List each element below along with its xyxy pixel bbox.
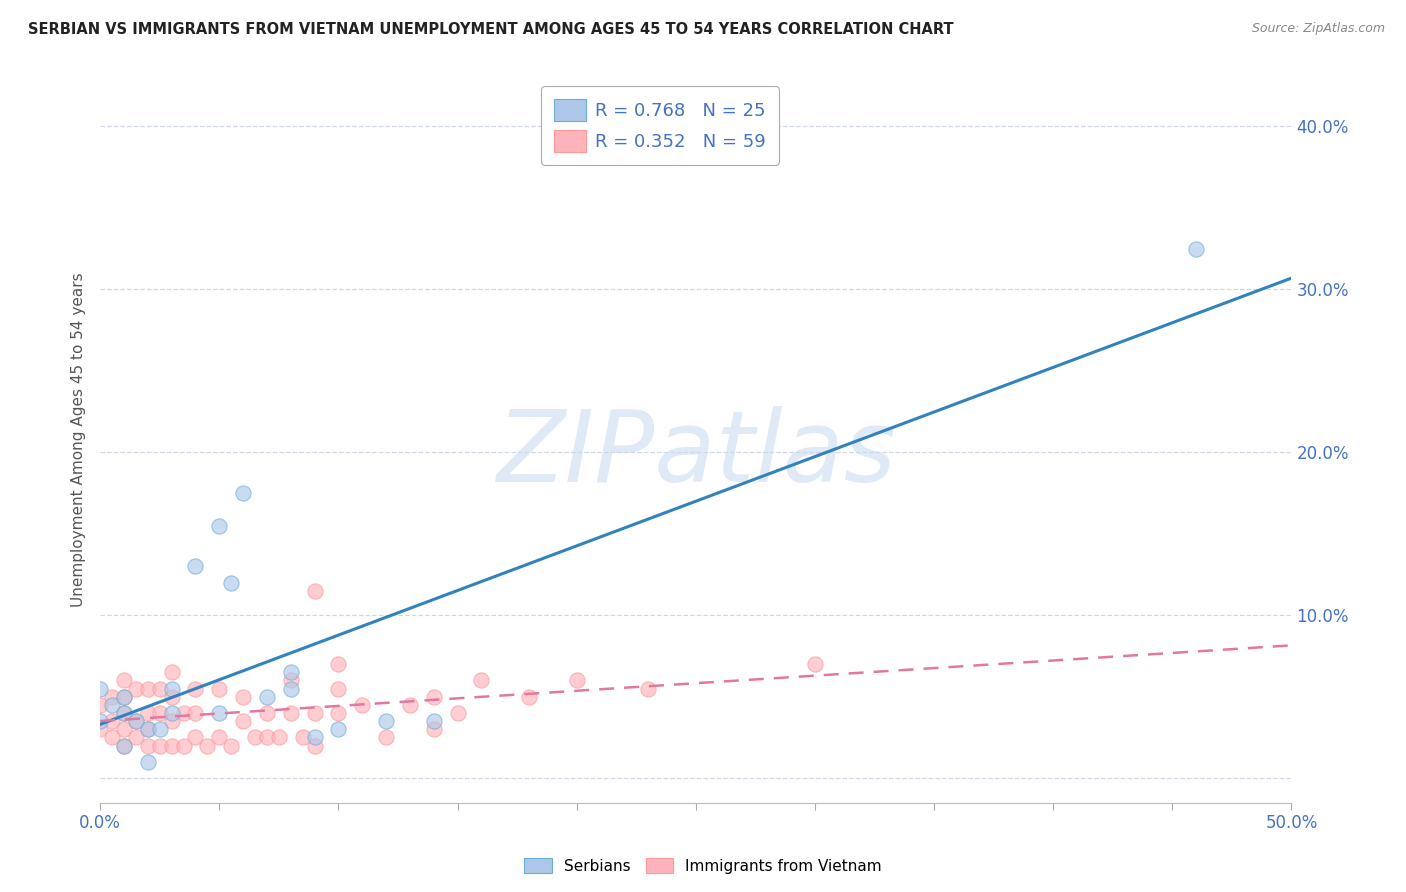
Point [149,706,172,720]
Point [280,665,302,680]
Point [136,723,159,737]
Point [101,690,124,704]
Point [125,714,148,728]
Point [112,706,135,720]
Point [352,698,374,712]
Point [160,665,183,680]
Point [422,723,444,737]
Point [208,681,231,696]
Point [136,706,159,720]
Point [208,706,231,720]
Point [232,714,254,728]
Point [89,698,111,712]
Point [125,731,148,745]
Point [89,723,111,737]
Point [89,681,111,696]
Point [149,723,172,737]
Point [375,731,398,745]
Point [328,706,350,720]
Point [517,690,540,704]
Point [232,486,254,500]
Point [256,690,278,704]
Point [160,739,183,753]
Point [112,739,135,753]
Point [125,681,148,696]
Point [184,706,207,720]
Point [136,755,159,769]
Point [219,739,242,753]
Point [173,706,195,720]
Point [112,739,135,753]
Point [160,714,183,728]
Point [1185,242,1208,256]
Point [291,731,314,745]
Point [565,673,588,688]
Point [804,657,827,671]
Point [280,706,302,720]
Point [399,698,422,712]
Point [232,690,254,704]
Point [208,518,231,533]
Point [136,723,159,737]
Point [280,681,302,696]
Point [184,731,207,745]
Text: ZIPatlas: ZIPatlas [496,406,896,503]
Text: Source: ZipAtlas.com: Source: ZipAtlas.com [1251,22,1385,36]
Point [208,731,231,745]
Point [184,559,207,574]
Point [160,681,183,696]
Point [256,731,278,745]
Point [637,681,659,696]
Point [422,690,444,704]
Point [195,739,218,753]
Point [328,681,350,696]
Point [304,583,326,598]
Point [160,690,183,704]
Point [160,706,183,720]
Point [304,731,326,745]
Point [280,673,302,688]
Point [328,723,350,737]
Point [112,673,135,688]
Legend: R = 0.768   N = 25, R = 0.352   N = 59: R = 0.768 N = 25, R = 0.352 N = 59 [541,87,779,165]
Point [101,714,124,728]
Point [101,698,124,712]
Point [112,706,135,720]
Point [256,706,278,720]
Point [375,714,398,728]
Point [149,739,172,753]
Point [101,731,124,745]
Point [446,706,468,720]
Point [328,657,350,671]
Point [304,739,326,753]
Point [89,714,111,728]
Point [470,673,492,688]
Point [112,690,135,704]
Point [112,723,135,737]
Point [267,731,290,745]
Y-axis label: Unemployment Among Ages 45 to 54 years: Unemployment Among Ages 45 to 54 years [72,273,86,607]
Legend: Serbians, Immigrants from Vietnam: Serbians, Immigrants from Vietnam [517,852,889,880]
Point [149,681,172,696]
Point [136,739,159,753]
Text: SERBIAN VS IMMIGRANTS FROM VIETNAM UNEMPLOYMENT AMONG AGES 45 TO 54 YEARS CORREL: SERBIAN VS IMMIGRANTS FROM VIETNAM UNEMP… [28,22,953,37]
Point [304,706,326,720]
Point [422,714,444,728]
Point [219,575,242,590]
Point [173,739,195,753]
Point [243,731,266,745]
Point [125,714,148,728]
Point [112,690,135,704]
Point [136,681,159,696]
Point [184,681,207,696]
